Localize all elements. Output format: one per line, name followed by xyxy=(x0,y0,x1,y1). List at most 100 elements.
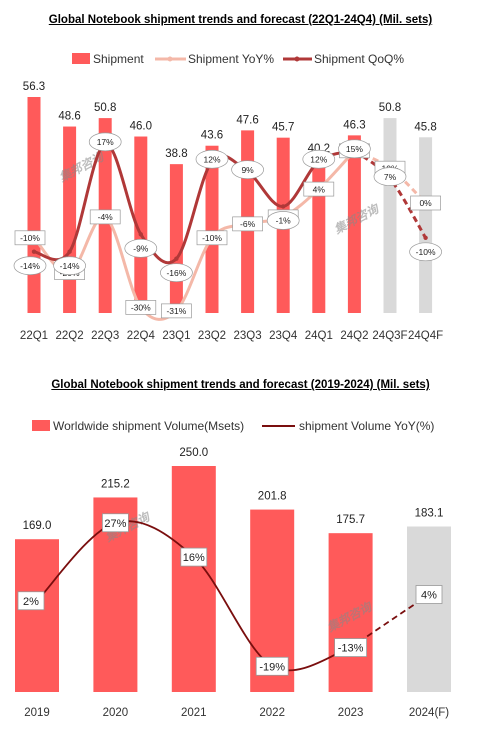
x-tick-label-24Q3F: 24Q3F xyxy=(372,330,407,342)
bar-value-label-2019: 169.0 xyxy=(23,520,52,532)
qoq-label-ellipse xyxy=(195,149,229,169)
volume-yoy-label-text: 2% xyxy=(23,596,39,608)
bar-value-label-24Q2: 46.3 xyxy=(343,119,365,131)
qoq-label-text: -14% xyxy=(20,261,40,271)
x-tick-label-24Q4F: 24Q4F xyxy=(408,330,443,342)
yoy-label-23Q1: -31% xyxy=(161,303,192,319)
qoq-label-text: 15% xyxy=(346,144,363,154)
yoy-label-text: -6% xyxy=(240,219,256,229)
chart2-legend: Worldwide shipment Volume(Msets) shipment… xyxy=(32,419,434,433)
volume-yoy-label-box xyxy=(180,547,208,567)
qoq-label-ellipse xyxy=(13,256,47,276)
volume-yoy-label-2022: -19% xyxy=(255,656,289,676)
bar-value-label-22Q2: 48.6 xyxy=(58,111,80,123)
x-tick-label-23Q2: 23Q2 xyxy=(198,330,226,342)
volume-yoy-label-2020: 27% xyxy=(102,513,129,533)
volume-yoy-label-box xyxy=(17,591,45,611)
qoq-label-22Q1: -14% xyxy=(13,256,47,276)
x-tick-label-24Q1: 24Q1 xyxy=(305,330,333,342)
qoq-label-22Q3: 17% xyxy=(88,132,122,152)
legend-label-shipment: Shipment xyxy=(93,52,144,66)
volume-yoy-label-text: 27% xyxy=(104,518,126,530)
yoy-label-text: -10% xyxy=(20,233,40,243)
bar-value-label-23Q1: 38.8 xyxy=(165,148,187,160)
x-tick-label-2024(F): 2024(F) xyxy=(409,707,449,719)
yoy-line xyxy=(32,149,356,321)
yoy-label-box xyxy=(89,209,121,225)
x-tick-label-23Q4: 23Q4 xyxy=(269,330,298,342)
legend-label-yoy: Shipment YoY% xyxy=(188,52,274,66)
chart2-svg: Worldwide shipment Volume(Msets) shipment… xyxy=(15,419,451,719)
volume-yoy-label-text: -19% xyxy=(259,661,285,673)
chart1-title: Global Notebook shipment trends and fore… xyxy=(48,14,433,26)
x-tick-label-22Q3: 22Q3 xyxy=(91,330,119,342)
qoq-label-23Q4: -1% xyxy=(266,211,300,230)
qoq-point-23Q1 xyxy=(174,256,179,261)
qoq-label-ellipse xyxy=(409,242,442,262)
qoq-label-ellipse xyxy=(266,211,300,230)
bar-value-label-23Q3: 47.6 xyxy=(236,114,258,126)
qoq-point-22Q2 xyxy=(67,249,72,254)
x-tick-label-24Q2: 24Q2 xyxy=(340,330,368,342)
yoy-label-box xyxy=(410,195,441,211)
x-tick-label-2023: 2023 xyxy=(338,707,364,719)
yoy-label-23Q2: -10% xyxy=(196,230,228,246)
volume-yoy-label-box xyxy=(415,585,443,604)
bar-value-label-24Q3F: 50.8 xyxy=(379,102,401,114)
qoq-label-23Q1: -16% xyxy=(160,263,193,283)
bar-22Q4 xyxy=(134,136,148,313)
x-tick-label-2021: 2021 xyxy=(181,707,207,719)
qoq-label-ellipse xyxy=(160,263,193,283)
chart1-svg: Shipment Shipment YoY% Shipment QoQ% 56.3 22… xyxy=(13,52,443,342)
qoq-label-ellipse xyxy=(231,160,264,180)
qoq-label-text: 9% xyxy=(241,165,254,175)
qoq-label-text: -16% xyxy=(166,268,186,278)
x-tick-label-2022: 2022 xyxy=(259,707,285,719)
yoy-label-box xyxy=(303,181,335,197)
bar-22Q1 xyxy=(27,97,41,313)
bar-value-label-2020: 215.2 xyxy=(101,478,130,490)
qoq-label-ellipse xyxy=(124,238,158,258)
volume-yoy-label-2023: -13% xyxy=(334,638,368,657)
volume-yoy-label-box xyxy=(334,638,368,657)
qoq-label-text: 17% xyxy=(97,137,114,147)
bar-22Q2 xyxy=(63,126,77,313)
x-tick-label-2020: 2020 xyxy=(103,707,129,719)
yoy-label-text: -10% xyxy=(202,233,222,243)
bar-value-label-2022: 201.8 xyxy=(258,491,287,503)
qoq-label-text: -14% xyxy=(60,261,80,271)
yoy-label-text: -30% xyxy=(131,303,151,313)
yoy-label-box xyxy=(14,230,46,246)
legend-label-qoq: Shipment QoQ% xyxy=(314,52,404,66)
volume-yoy-label-2024(F): 4% xyxy=(415,585,443,604)
yoy-label-24Q1: 4% xyxy=(303,181,335,197)
bar-24Q1 xyxy=(312,158,326,313)
qoq-label-ellipse xyxy=(373,167,407,186)
volume-yoy-label-box xyxy=(255,656,289,676)
qoq-line xyxy=(33,142,355,265)
volume-yoy-label-2019: 2% xyxy=(17,591,45,611)
volume-yoy-label-text: 4% xyxy=(421,590,437,602)
x-tick-label-2019: 2019 xyxy=(24,707,50,719)
qoq-label-22Q4: -9% xyxy=(124,238,158,258)
qoq-point-22Q1 xyxy=(31,249,37,254)
yoy-label-24Q4F: 0% xyxy=(410,195,441,211)
x-tick-label-22Q1: 22Q1 xyxy=(20,330,48,342)
yoy-label-box xyxy=(125,300,157,315)
qoq-point-24Q4F xyxy=(423,235,428,240)
bar-2023 xyxy=(328,533,373,692)
yoy-label-23Q3: -6% xyxy=(232,216,263,232)
bar-23Q1 xyxy=(169,164,183,313)
qoq-label-24Q2: 15% xyxy=(338,139,371,159)
qoq-label-23Q3: 9% xyxy=(231,160,264,180)
yoy-label-text: -31% xyxy=(166,306,186,316)
yoy-label-text: 4% xyxy=(313,184,326,194)
qoq-label-text: -9% xyxy=(133,244,149,254)
legend-marker-yoy xyxy=(167,56,173,62)
qoq-label-24Q4F: -10% xyxy=(409,242,442,262)
bar-2024(F) xyxy=(407,526,451,692)
bar-value-label-2021: 250.0 xyxy=(179,447,208,459)
bar-2021 xyxy=(171,466,216,692)
bar-24Q4F xyxy=(419,137,433,313)
yoy-label-text: 0% xyxy=(419,198,432,208)
